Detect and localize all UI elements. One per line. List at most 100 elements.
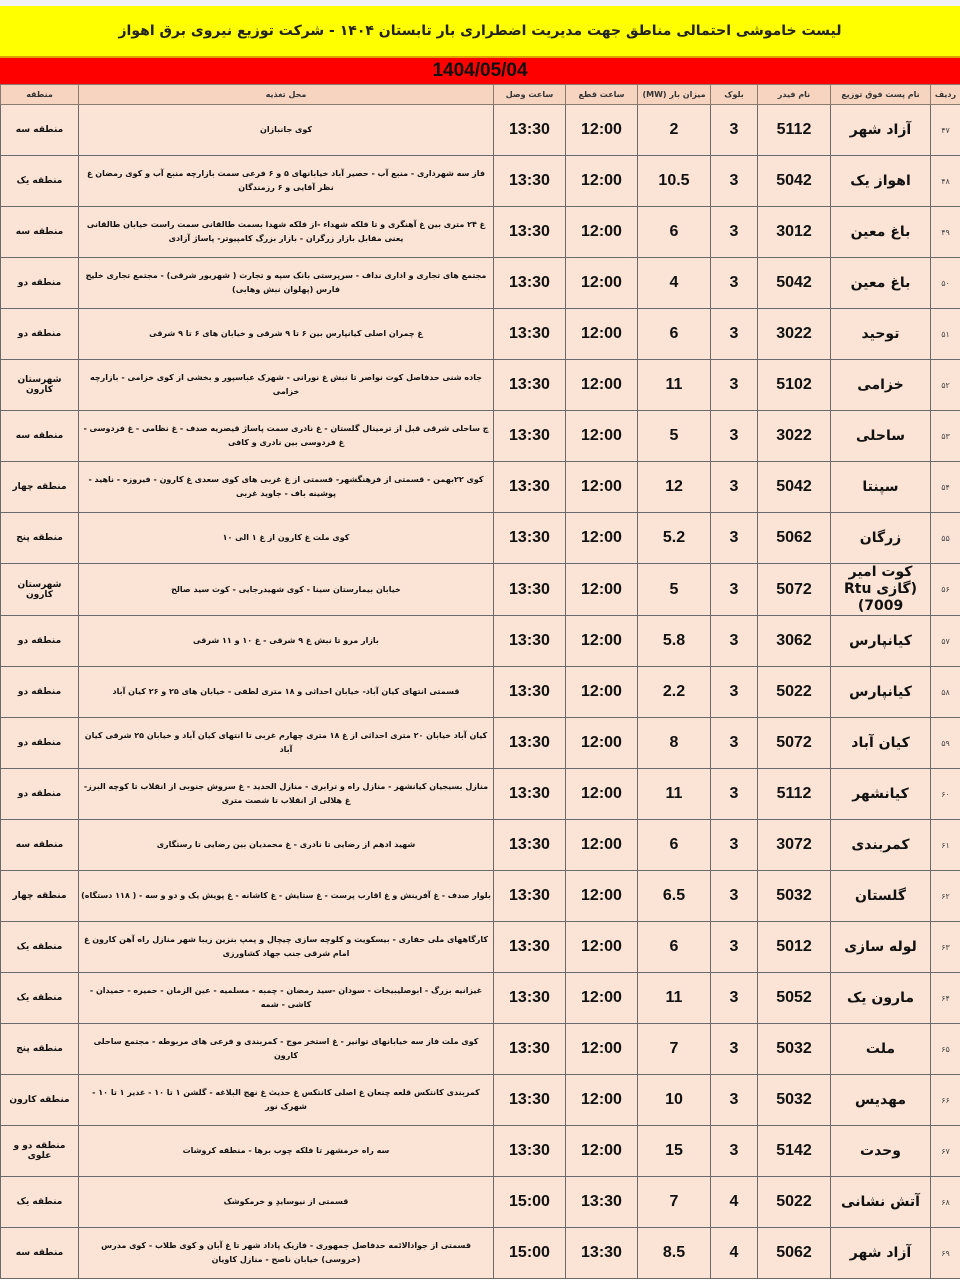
on-time-cell: 13:30 [493,972,566,1024]
on-time-cell: 13:30 [493,104,566,156]
row-number-cell: ۵۱ [930,308,960,360]
feeder-name-cell: 5052 [757,972,831,1024]
substation-name-cell: ملت [830,1023,931,1075]
region-cell: منطقه دو [0,666,79,718]
load-mw-cell: 11 [637,359,711,411]
off-time-cell: 12:00 [565,666,638,718]
feeder-name-cell: 5042 [757,461,831,513]
row-number-cell: ۵۵ [930,512,960,564]
feed-area-cell: جاده شنی حدفاصل کوت نواصر تا نبش غ نوران… [78,359,494,411]
substation-name-cell: کمربندی [830,819,931,871]
feed-area-cell: کوی ۲۲بهمن - قسمتی از فرهنگشهر- قسمتی از… [78,461,494,513]
row-number-cell: ۴۷ [930,104,960,156]
on-time-cell: 13:30 [493,921,566,973]
block-cell: 3 [710,972,758,1024]
row-number-cell: ۶۰ [930,768,960,820]
feed-area-cell: بلوار صدف - غ آفرینش و غ اقارب پرست - غ … [78,870,494,922]
on-time-cell: 13:30 [493,563,566,616]
off-time-cell: 12:00 [565,461,638,513]
region-cell: منطقه دو [0,768,79,820]
row-number-cell: ۵۷ [930,615,960,667]
feeder-name-cell: 3072 [757,819,831,871]
off-time-cell: 12:00 [565,155,638,207]
load-mw-cell: 11 [637,972,711,1024]
table-row: ۵۹ کیان آباد 5072 3 8 12:00 13:30 کیان آباد خیا… [0,717,960,769]
feed-area-cell: غ چمران اصلی کیانپارس بین ۶ تا ۹ شرقی و … [78,308,494,360]
off-time-cell: 12:00 [565,921,638,973]
table-row: ۶۲ گلستان 5032 3 6.5 12:00 13:30 بلوار صدف - غ … [0,870,960,922]
region-cell: منطقه دو [0,717,79,769]
row-number-cell: ۴۸ [930,155,960,207]
row-number-cell: ۶۵ [930,1023,960,1075]
load-mw-cell: 7 [637,1023,711,1075]
off-time-cell: 12:00 [565,104,638,156]
feed-area-cell: مجتمع های تجاری و اداری نداف - سرپرستی ب… [78,257,494,309]
load-mw-cell: 6 [637,206,711,258]
on-time-cell: 13:30 [493,768,566,820]
feeder-name-cell: 5032 [757,1074,831,1126]
table-row: ۶۹ آزاد شهر 5062 4 8.5 13:30 15:00 قسمتی از جوا… [0,1227,960,1279]
header-block: بلوک [710,84,758,105]
table-row: ۴۹ باغ معین 3012 3 6 12:00 13:30 غ ۲۴ متری بین … [0,206,960,258]
feeder-name-cell: 3062 [757,615,831,667]
region-cell: منطقه سه [0,410,79,462]
row-number-cell: ۵۸ [930,666,960,718]
substation-name-cell: زرگان [830,512,931,564]
off-time-cell: 12:00 [565,563,638,616]
region-cell: منطقه سه [0,104,79,156]
row-number-cell: ۵۹ [930,717,960,769]
substation-name-cell: وحدت [830,1125,931,1177]
header-substation: نام پست فوق توزیع [830,84,931,105]
region-cell: منطقه چهار [0,870,79,922]
feed-area-cell: کیان آباد خیابان ۲۰ متری احداثی از غ ۱۸ … [78,717,494,769]
substation-name-cell: خزامی [830,359,931,411]
on-time-cell: 13:30 [493,1074,566,1126]
on-time-cell: 13:30 [493,512,566,564]
off-time-cell: 12:00 [565,308,638,360]
substation-name-cell: اهواز یک [830,155,931,207]
region-cell: منطقه دو [0,257,79,309]
on-time-cell: 13:30 [493,666,566,718]
feed-area-cell: منازل بسیجیان کیانشهر - منازل راه و تراب… [78,768,494,820]
block-cell: 3 [710,1125,758,1177]
substation-name-cell: کیانشهر [830,768,931,820]
feed-area-cell: سه راه خرمشهر تا فلکه چوب برها - منطقه ک… [78,1125,494,1177]
feeder-name-cell: 3022 [757,308,831,360]
feed-area-cell: بازار مرو تا نبش غ ۹ شرقی - غ ۱۰ و ۱۱ شر… [78,615,494,667]
table-row: ۶۳ لوله سازی 5012 3 6 12:00 13:30 کارگاههای ملی… [0,921,960,973]
top-bar [0,0,960,6]
block-cell: 3 [710,666,758,718]
off-time-cell: 12:00 [565,1125,638,1177]
region-cell: منطقه یک [0,1176,79,1228]
substation-name-cell: مارون یک [830,972,931,1024]
block-cell: 3 [710,461,758,513]
table-row: ۵۸ کیانپارس 5022 3 2.2 12:00 13:30 قسمتی انتهای… [0,666,960,718]
block-cell: 3 [710,819,758,871]
load-mw-cell: 11 [637,768,711,820]
on-time-cell: 13:30 [493,410,566,462]
table-row: ۴۷ آزاد شهر 5112 3 2 12:00 13:30 کوی جانبازان من… [0,104,960,156]
table-row: ۶۱ کمربندی 3072 3 6 12:00 13:30 شهید ادهم از رض… [0,819,960,871]
block-cell: 3 [710,870,758,922]
load-mw-cell: 5.2 [637,512,711,564]
feeder-name-cell: 5142 [757,1125,831,1177]
block-cell: 3 [710,921,758,973]
feed-area-cell: چ ساحلی شرقی قبل از ترمینال گلستان - غ ن… [78,410,494,462]
block-cell: 3 [710,1074,758,1126]
feeder-name-cell: 5022 [757,666,831,718]
row-number-cell: ۶۷ [930,1125,960,1177]
substation-name-cell: آزاد شهر [830,104,931,156]
on-time-cell: 13:30 [493,257,566,309]
table-row: ۵۷ کیانپارس 3062 3 5.8 12:00 13:30 بازار مرو تا… [0,615,960,667]
region-cell: منطقه یک [0,921,79,973]
block-cell: 3 [710,717,758,769]
block-cell: 3 [710,1023,758,1075]
region-cell: منطقه دو و علوی [0,1125,79,1177]
region-cell: منطقه یک [0,155,79,207]
row-number-cell: ۵۳ [930,410,960,462]
block-cell: 4 [710,1176,758,1228]
table-row: ۶۸ آتش نشانی 5022 4 7 13:30 15:00 قسمتی از نیوس… [0,1176,960,1228]
on-time-cell: 13:30 [493,615,566,667]
feed-area-cell: فاز سه شهرداری - منبع آب - حصیر آباد خیا… [78,155,494,207]
block-cell: 3 [710,104,758,156]
